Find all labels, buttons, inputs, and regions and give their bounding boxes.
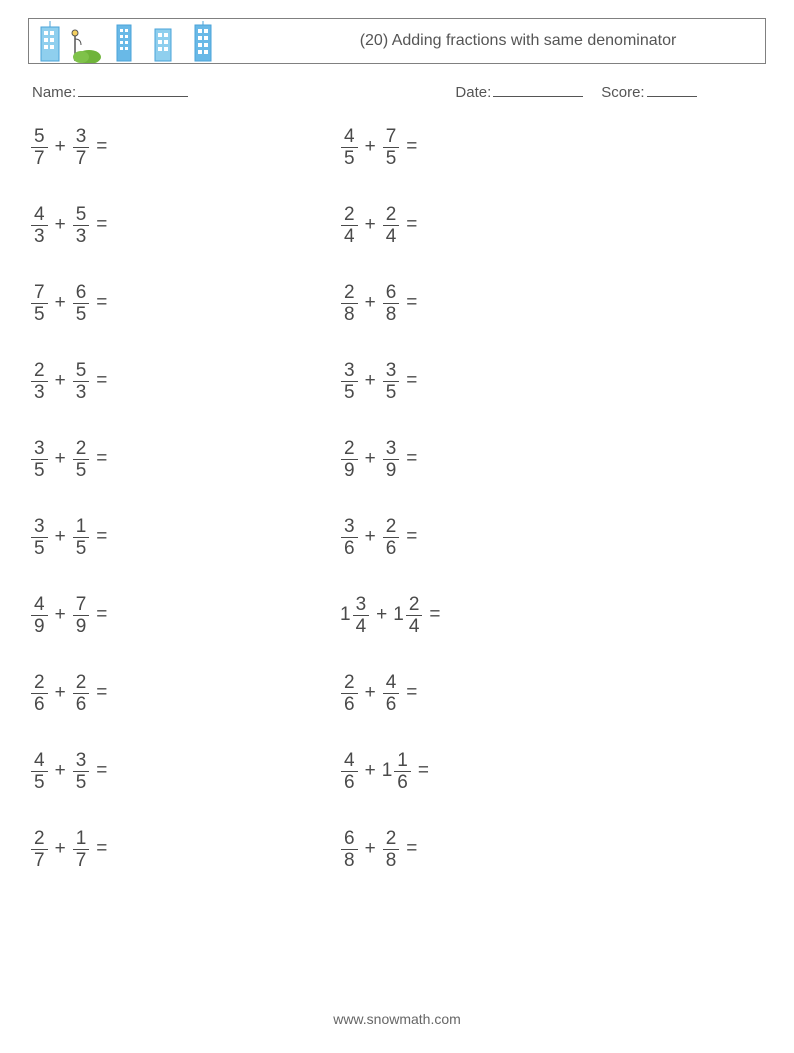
operator: + bbox=[365, 292, 376, 314]
operator: + bbox=[55, 214, 66, 236]
score-label: Score: bbox=[601, 84, 644, 101]
equals-sign: = bbox=[406, 136, 417, 158]
problem: 26+46= bbox=[340, 669, 640, 717]
equals-sign: = bbox=[418, 760, 429, 782]
problem: 46+116= bbox=[340, 747, 640, 795]
problem: 36+26= bbox=[340, 513, 640, 561]
equals-sign: = bbox=[96, 838, 107, 860]
date-blank[interactable] bbox=[493, 82, 583, 97]
problem: 35+25= bbox=[30, 435, 330, 483]
problem: 57+37= bbox=[30, 123, 330, 171]
name-label: Name: bbox=[32, 84, 76, 101]
operator: + bbox=[365, 838, 376, 860]
problem: 68+28= bbox=[340, 825, 640, 873]
problem: 24+24= bbox=[340, 201, 640, 249]
meta-row: Name: Date: Score: bbox=[28, 82, 766, 101]
equals-sign: = bbox=[406, 370, 417, 392]
operator: + bbox=[55, 838, 66, 860]
operator: + bbox=[55, 526, 66, 548]
operator: + bbox=[55, 448, 66, 470]
equals-sign: = bbox=[96, 760, 107, 782]
problem: 43+53= bbox=[30, 201, 330, 249]
operator: + bbox=[365, 526, 376, 548]
equals-sign: = bbox=[96, 526, 107, 548]
problem: 23+53= bbox=[30, 357, 330, 405]
problem: 35+35= bbox=[340, 357, 640, 405]
problem: 28+68= bbox=[340, 279, 640, 327]
equals-sign: = bbox=[406, 526, 417, 548]
equals-sign: = bbox=[406, 292, 417, 314]
name-blank[interactable] bbox=[78, 82, 188, 97]
operator: + bbox=[365, 214, 376, 236]
worksheet-title: (20) Adding fractions with same denomina… bbox=[271, 19, 765, 63]
equals-sign: = bbox=[96, 292, 107, 314]
operator: + bbox=[55, 136, 66, 158]
problems-grid: 57+37=45+75=43+53=24+24=75+65=28+68=23+5… bbox=[28, 123, 766, 873]
cityscape-icon bbox=[35, 21, 265, 63]
equals-sign: = bbox=[96, 370, 107, 392]
operator: + bbox=[365, 136, 376, 158]
operator: + bbox=[365, 370, 376, 392]
operator: + bbox=[365, 682, 376, 704]
equals-sign: = bbox=[406, 214, 417, 236]
footer-url: www.snowmath.com bbox=[0, 1011, 794, 1027]
equals-sign: = bbox=[96, 604, 107, 626]
operator: + bbox=[55, 682, 66, 704]
equals-sign: = bbox=[96, 214, 107, 236]
operator: + bbox=[55, 604, 66, 626]
problem: 35+15= bbox=[30, 513, 330, 561]
operator: + bbox=[55, 760, 66, 782]
equals-sign: = bbox=[96, 136, 107, 158]
operator: + bbox=[376, 604, 387, 626]
date-field: Date: bbox=[455, 82, 583, 101]
score-field: Score: bbox=[601, 82, 696, 101]
equals-sign: = bbox=[406, 448, 417, 470]
operator: + bbox=[365, 760, 376, 782]
operator: + bbox=[365, 448, 376, 470]
equals-sign: = bbox=[406, 838, 417, 860]
problem: 45+75= bbox=[340, 123, 640, 171]
problem: 29+39= bbox=[340, 435, 640, 483]
score-blank[interactable] bbox=[647, 82, 697, 97]
equals-sign: = bbox=[429, 604, 440, 626]
problem: 49+79= bbox=[30, 591, 330, 639]
header: (20) Adding fractions with same denomina… bbox=[28, 18, 766, 64]
name-field: Name: bbox=[32, 82, 455, 101]
problem: 27+17= bbox=[30, 825, 330, 873]
problem: 134+124= bbox=[340, 591, 640, 639]
problem: 26+26= bbox=[30, 669, 330, 717]
date-label: Date: bbox=[455, 84, 491, 101]
equals-sign: = bbox=[96, 682, 107, 704]
equals-sign: = bbox=[406, 682, 417, 704]
operator: + bbox=[55, 370, 66, 392]
operator: + bbox=[55, 292, 66, 314]
problem: 75+65= bbox=[30, 279, 330, 327]
header-illustration bbox=[29, 19, 271, 63]
problem: 45+35= bbox=[30, 747, 330, 795]
equals-sign: = bbox=[96, 448, 107, 470]
